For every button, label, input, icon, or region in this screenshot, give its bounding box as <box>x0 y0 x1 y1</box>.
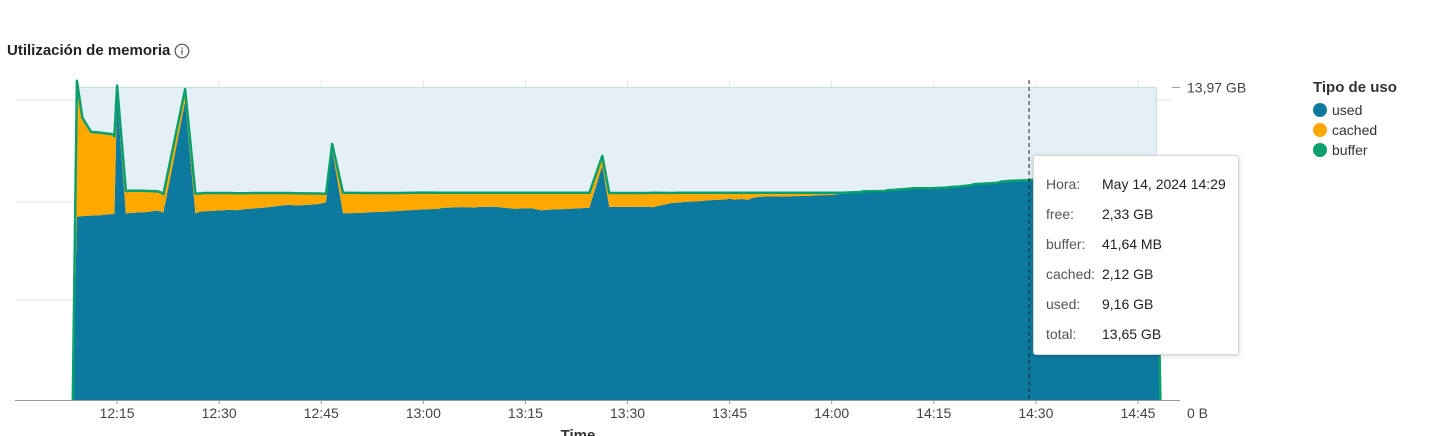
legend-swatch-buffer <box>1313 143 1327 157</box>
y-tick-label: 0 B <box>1187 405 1208 421</box>
tooltip-key: buffer: <box>1046 236 1086 252</box>
legend-item-cached[interactable]: cached <box>1313 120 1397 140</box>
x-tick-label: 14:45 <box>1120 405 1155 421</box>
tooltip-value: 2,33 GB <box>1102 206 1154 222</box>
tooltip-key: cached: <box>1046 266 1096 282</box>
legend-label-buffer: buffer <box>1332 142 1368 158</box>
legend-swatch-used <box>1313 103 1327 117</box>
x-tick-label: 14:15 <box>916 405 951 421</box>
tooltip-key: used: <box>1046 296 1081 312</box>
series-area-cached <box>72 81 1161 400</box>
tooltip-row-total: total: 13,65 GB <box>1034 319 1238 349</box>
legend: Tipo de uso used cached buffer <box>1313 79 1397 160</box>
legend-item-used[interactable]: used <box>1313 100 1397 120</box>
x-tick-label: 14:30 <box>1018 405 1053 421</box>
x-tick-label: 13:15 <box>508 405 543 421</box>
tooltip-row-hora: Hora: May 14, 2024 14:29 <box>1034 169 1238 199</box>
tooltip-row-cached: cached: 2,12 GB <box>1034 259 1238 289</box>
x-axis-title: Time <box>561 427 596 436</box>
x-tick-label: 12:45 <box>304 405 339 421</box>
tooltip-key: free: <box>1046 206 1075 222</box>
tooltip-key: total: <box>1046 326 1077 342</box>
area-layer <box>71 79 1162 401</box>
x-tick-label: 13:00 <box>406 405 441 421</box>
legend-label-cached: cached <box>1332 122 1378 138</box>
x-tick-label: 12:30 <box>202 405 237 421</box>
tooltip-value: 13,65 GB <box>1102 326 1162 342</box>
series-area-used <box>72 98 1161 400</box>
tooltip-value: May 14, 2024 14:29 <box>1102 176 1226 192</box>
axis-layer: 12:15 12:30 12:45 13:00 13:15 13:30 13:45 14:00… <box>15 79 1246 436</box>
legend-swatch-cached <box>1313 123 1327 137</box>
y-tick-label: 13,97 GB <box>1187 79 1246 95</box>
legend-label-used: used <box>1332 102 1363 118</box>
chart-title: Utilización de memoria <box>7 42 171 59</box>
tooltip-value: 2,12 GB <box>1102 266 1154 282</box>
tooltip-value: 9,16 GB <box>1102 296 1154 312</box>
hover-tooltip: Hora: May 14, 2024 14:29 free: 2,33 GB b… <box>1033 155 1239 355</box>
x-tick-label: 13:45 <box>712 405 747 421</box>
tooltip-row-free: free: 2,33 GB <box>1034 199 1238 229</box>
legend-title: Tipo de uso <box>1313 79 1397 96</box>
panel-header: Utilización de memoria <box>7 42 190 59</box>
info-circle-icon[interactable] <box>174 43 190 59</box>
tooltip-row-buffer: buffer: 41,64 MB <box>1034 229 1238 259</box>
tooltip-value: 41,64 MB <box>1102 236 1162 252</box>
x-tick-label: 12:15 <box>100 405 135 421</box>
x-tick-label: 14:00 <box>814 405 849 421</box>
x-tick-label: 13:30 <box>610 405 645 421</box>
tooltip-key: Hora: <box>1046 176 1081 192</box>
legend-item-buffer[interactable]: buffer <box>1313 140 1397 160</box>
series-line-buffer <box>71 79 1162 401</box>
tooltip-row-used: used: 9,16 GB <box>1034 289 1238 319</box>
